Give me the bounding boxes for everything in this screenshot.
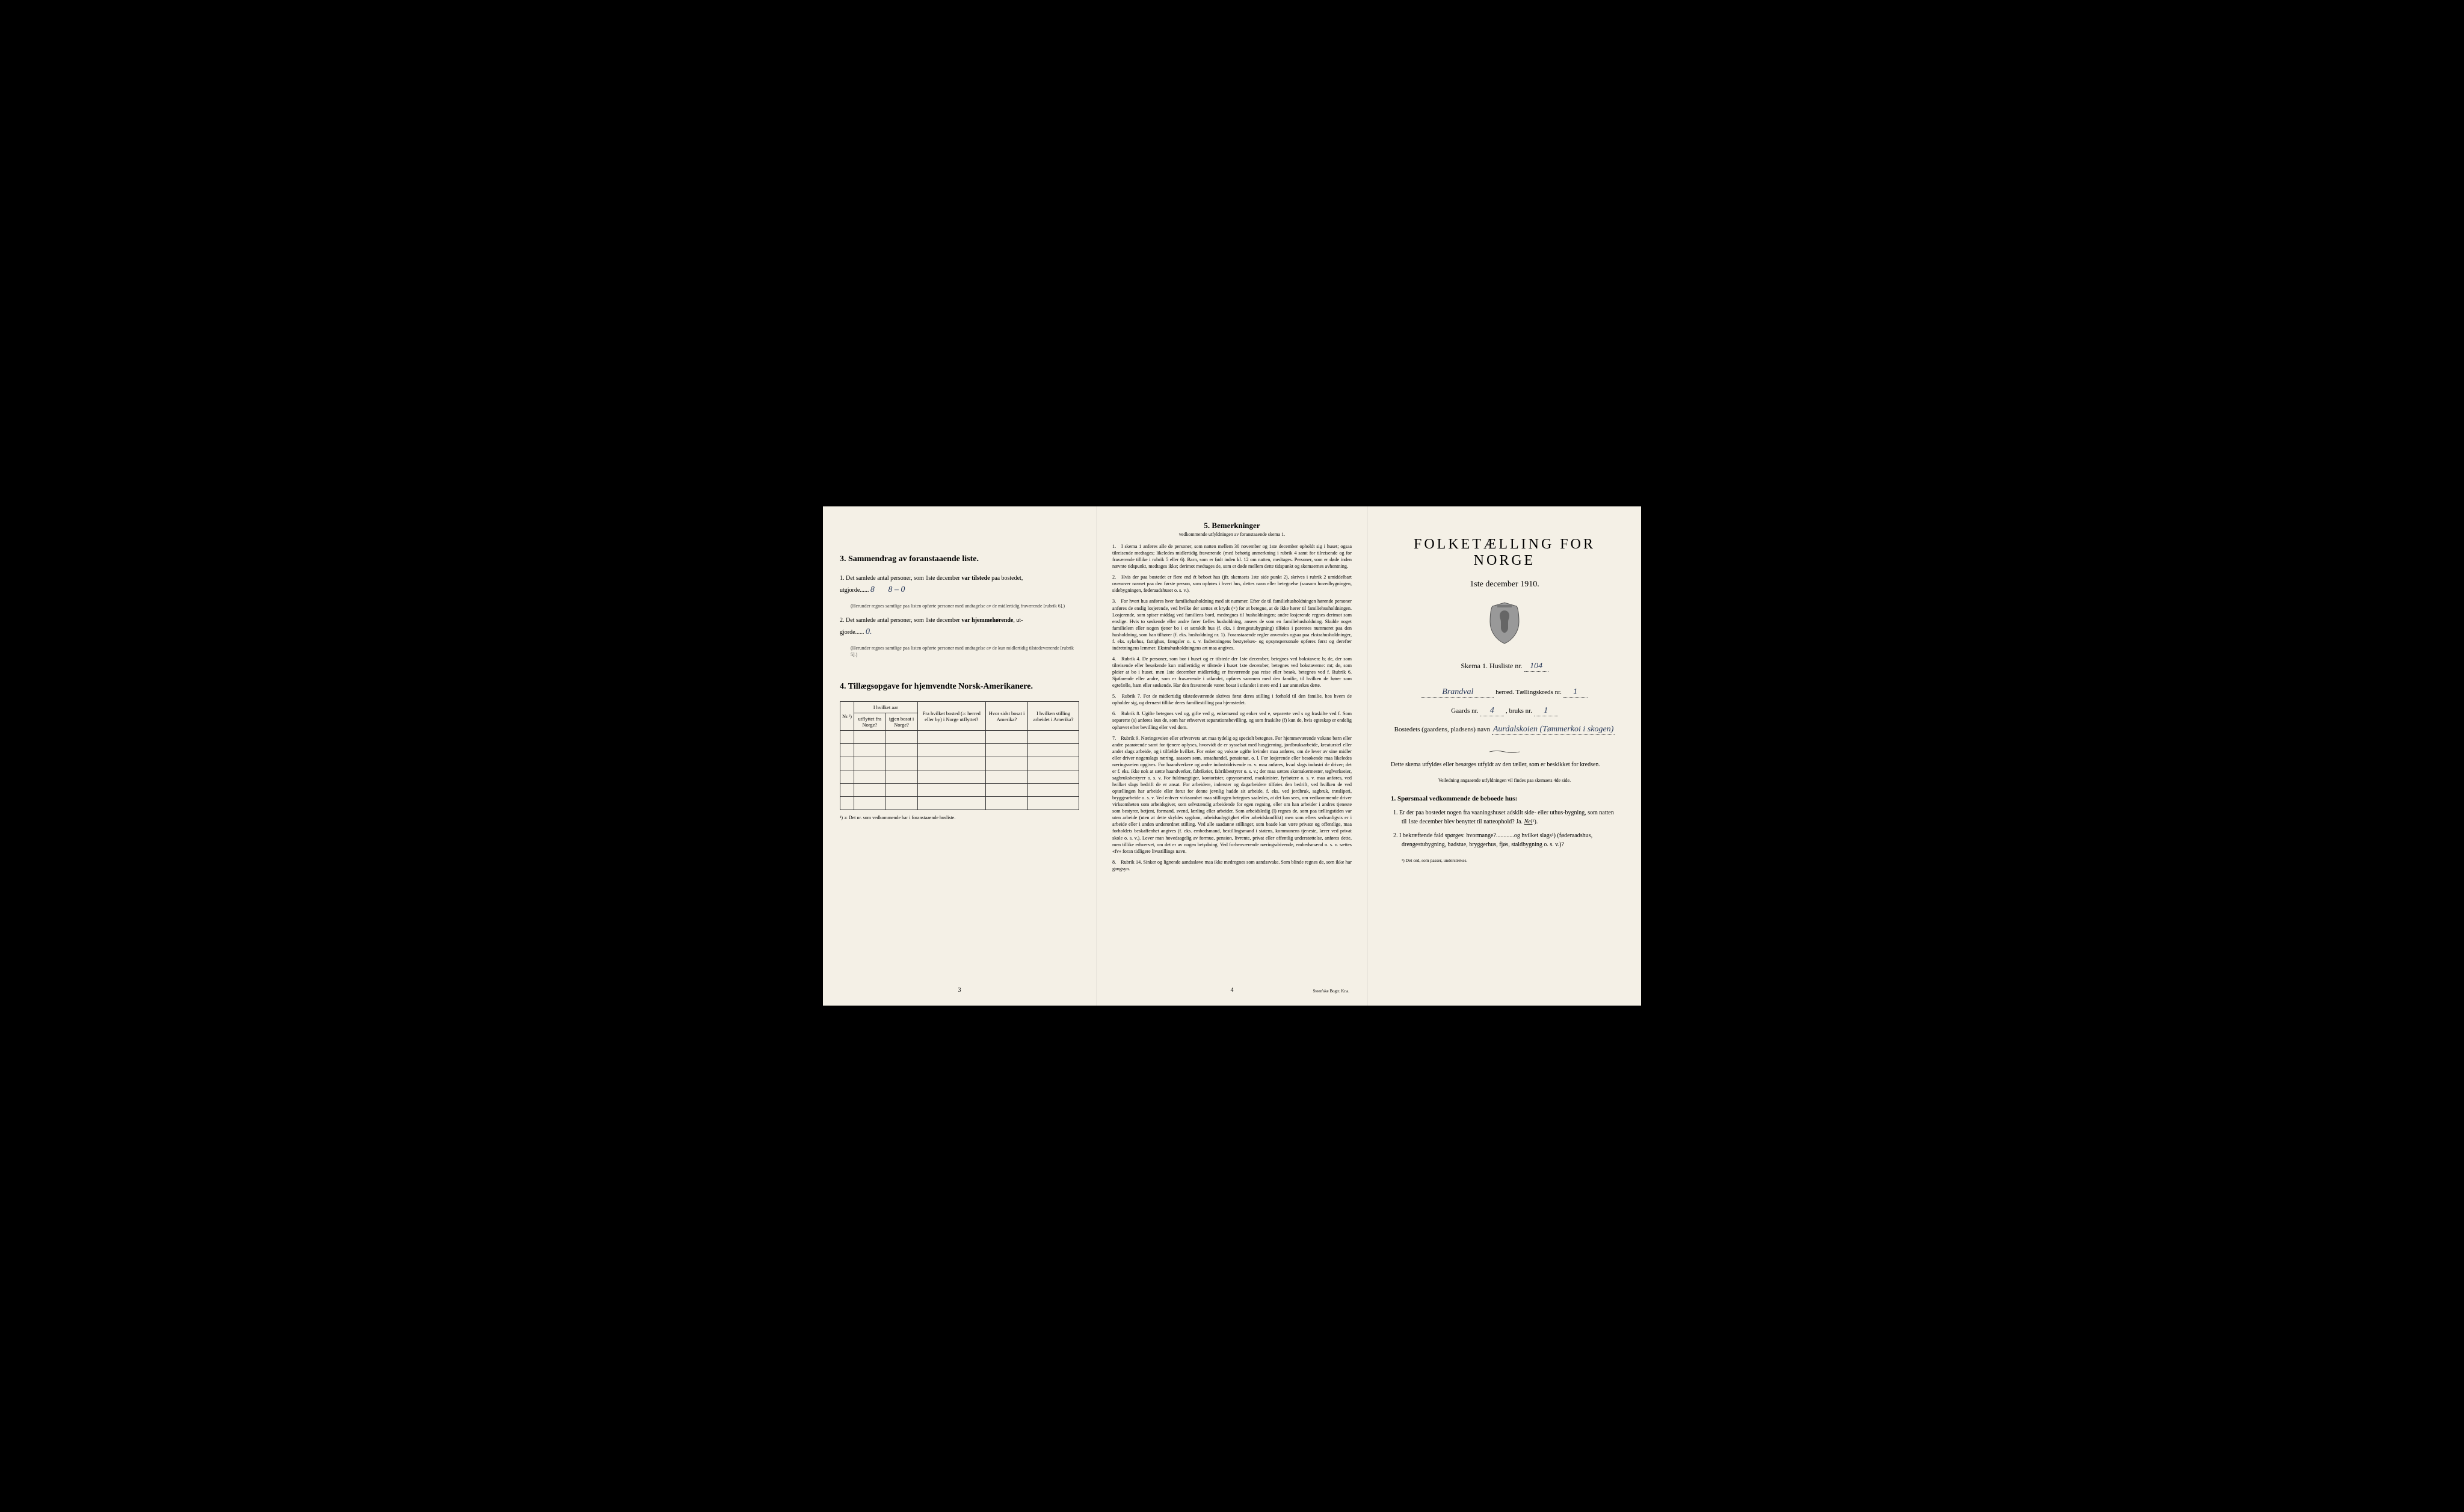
q1-bold: var tilstede	[960, 575, 991, 582]
th-amerika: Hvor sidst bosat i Amerika?	[985, 702, 1027, 731]
bosted-line: Bostedets (gaardens, pladsens) navn Aurd…	[1385, 725, 1624, 735]
bemerk-item: 3. For hvert hus anføres hver familiehus…	[1112, 598, 1352, 651]
q1-note: (Herunder regnes samtlige paa listen opf…	[851, 603, 1079, 609]
section-4-title: 4. Tillægsopgave for hjemvendte Norsk-Am…	[840, 682, 1079, 692]
sub1-text: 1. Er der paa bostedet nogen fra vaaning…	[1393, 810, 1614, 825]
th-bosted: Fra hvilket bosted (ɔ: herred eller by) …	[917, 702, 985, 731]
table-row	[840, 797, 1079, 810]
bemerkninger-title: 5. Bemerkninger	[1112, 521, 1352, 530]
page-number: 3	[958, 987, 961, 994]
q1-suffix: paa bostedet,	[991, 575, 1023, 582]
bosted-handwritten: Aurdalskoien (Tømmerkoi i skogen)	[1492, 725, 1615, 735]
th-stilling: I hvilken stilling arbeidet i Amerika?	[1028, 702, 1079, 731]
q2-prefix: 2. Det samlede antal personer, som 1ste …	[840, 617, 960, 624]
table-footnote: ¹) ɔ: Det nr. som vedkommende har i fora…	[840, 815, 1079, 820]
question-2: 2. Det samlede antal personer, som 1ste …	[840, 616, 1079, 639]
bruks-label: , bruks nr.	[1506, 707, 1532, 715]
divider-icon	[1489, 746, 1520, 749]
husliste-nr: 104	[1524, 662, 1548, 672]
gaards-line: Gaards nr. 4 , bruks nr. 1	[1385, 706, 1624, 716]
table-row	[840, 744, 1079, 757]
herred-line: Brandval herred. Tællingskreds nr. 1	[1385, 687, 1624, 698]
question-section-title: 1. Spørsmaal vedkommende de beboede hus:	[1391, 795, 1618, 802]
table-row	[840, 757, 1079, 770]
herred-label: herred. Tællingskreds nr.	[1495, 689, 1562, 696]
printer-mark: Steen'ske Bogtr. Kr.a.	[1313, 989, 1349, 994]
sub1-sup: ¹).	[1532, 819, 1538, 825]
bemerkninger-list: 1. I skema 1 anføres alle de personer, s…	[1112, 543, 1352, 872]
page-4: 5. Bemerkninger vedkommende utfyldningen…	[1097, 506, 1368, 1006]
table-row	[840, 770, 1079, 784]
q2-note: (Herunder regnes samtlige paa listen opf…	[851, 645, 1079, 658]
gaards-label: Gaards nr.	[1451, 707, 1478, 715]
census-date: 1ste december 1910.	[1385, 580, 1624, 589]
bemerk-item: 7. Rubrik 9. Næringsveien eller erhverve…	[1112, 735, 1352, 855]
table-body	[840, 731, 1079, 810]
bemerk-item: 8. Rubrik 14. Sinker og lignende aandssl…	[1112, 859, 1352, 872]
bruks-nr: 1	[1534, 706, 1558, 716]
coat-of-arms-icon	[1486, 601, 1523, 645]
gaards-nr: 4	[1480, 706, 1504, 716]
skema-line: Skema 1. Husliste nr. 104	[1385, 662, 1624, 672]
table-row	[840, 731, 1079, 744]
emigrant-table: Nr.¹) I hvilket aar Fra hvilket bosted (…	[840, 701, 1079, 810]
page-1-title: FOLKETÆLLING FOR NORGE 1ste december 191…	[1368, 506, 1641, 1006]
bosted-label: Bostedets (gaardens, pladsens) navn	[1394, 726, 1490, 733]
q2-bold: var hjemmehørende	[960, 617, 1014, 624]
th-utflyttet: utflyttet fra Norge?	[854, 713, 886, 731]
q1-handwritten-1: 8	[870, 585, 875, 594]
q1-prefix: 1. Det samlede antal personer, som 1ste …	[840, 575, 960, 582]
q1-line2: utgjorde......	[840, 587, 869, 594]
herred-handwritten: Brandval	[1421, 687, 1494, 698]
page3-footnote: ¹) Det ord, som passer, understrekes.	[1402, 858, 1618, 863]
sub-question-2: 2. I bekræftende fald spørges: hvormange…	[1402, 831, 1618, 849]
question-1: 1. Det samlede antal personer, som 1ste …	[840, 574, 1079, 597]
th-aar: I hvilket aar	[854, 702, 917, 713]
bemerk-item: 6. Rubrik 8. Ugifte betegnes ved ug, gif…	[1112, 710, 1352, 730]
document-spread: 3. Sammendrag av foranstaaende liste. 1.…	[823, 506, 1641, 1006]
table-row	[840, 784, 1079, 797]
page-number: 4	[1231, 987, 1234, 994]
th-bosat: igjen bosat i Norge?	[886, 713, 917, 731]
bemerk-item: 5. Rubrik 7. For de midlertidig tilstede…	[1112, 693, 1352, 706]
kreds-nr: 1	[1563, 687, 1588, 698]
instructions-small: Veiledning angaaende utfyldningen vil fi…	[1385, 778, 1624, 783]
section-3-title: 3. Sammendrag av foranstaaende liste.	[840, 555, 1079, 564]
q1-handwritten-2: 8 – 0	[888, 585, 905, 594]
th-nr: Nr.¹)	[840, 702, 854, 731]
bemerkninger-subtitle: vedkommende utfyldningen av foranstaaend…	[1112, 532, 1352, 537]
bemerk-item: 4. Rubrik 4. De personer, som bor i huse…	[1112, 656, 1352, 689]
q2-suffix: , ut-	[1013, 617, 1023, 624]
bemerk-item: 1. I skema 1 anføres alle de personer, s…	[1112, 543, 1352, 570]
q2-line2: gjorde......	[840, 629, 864, 636]
sub-question-1: 1. Er der paa bostedet nogen fra vaaning…	[1402, 808, 1618, 826]
q2-handwritten: 0.	[866, 627, 872, 636]
instructions: Dette skema utfyldes eller besørges utfy…	[1391, 760, 1618, 769]
sub1-nei: Nei	[1524, 819, 1533, 825]
main-title: FOLKETÆLLING FOR NORGE	[1385, 536, 1624, 569]
skema-label: Skema 1. Husliste nr.	[1461, 662, 1522, 670]
page-3: 3. Sammendrag av foranstaaende liste. 1.…	[823, 506, 1097, 1006]
bemerk-item: 2. Hvis der paa bostedet er flere end ét…	[1112, 574, 1352, 594]
